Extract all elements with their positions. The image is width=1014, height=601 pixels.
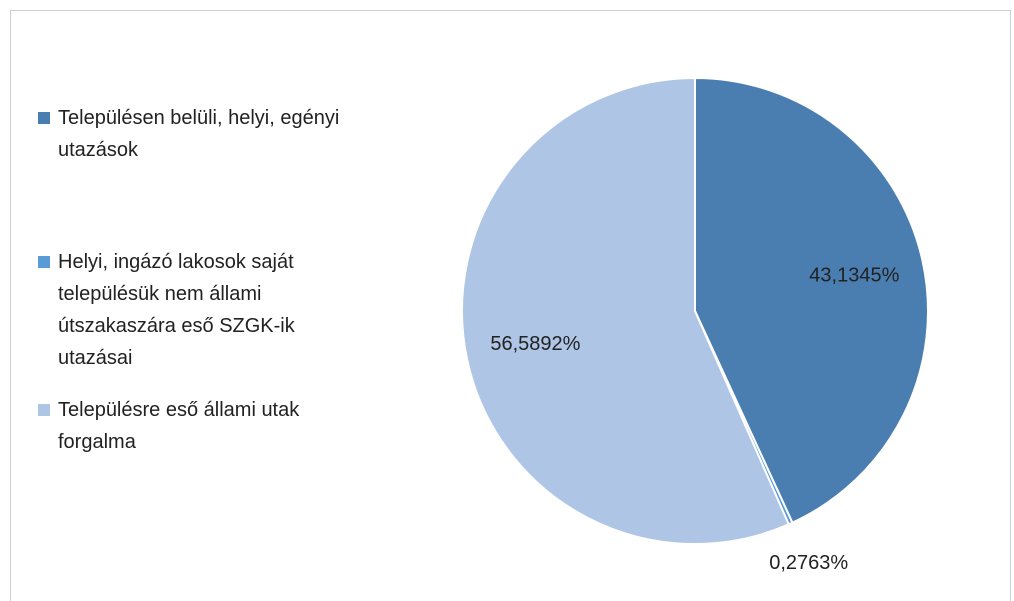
legend-swatch xyxy=(38,404,50,416)
legend-item: Településen belüli, helyi, egényi utazás… xyxy=(38,102,368,166)
data-label: 43,1345% xyxy=(809,264,899,286)
legend-label: Településre eső állami utak forgalma xyxy=(58,399,300,453)
data-label: 56,5892% xyxy=(490,333,580,355)
legend-label: Településen belüli, helyi, egényi utazás… xyxy=(58,107,340,161)
pie-slice xyxy=(694,76,930,524)
pie-slice xyxy=(461,76,791,545)
legend-swatch xyxy=(38,256,50,268)
legend-item: Településre eső állami utak forgalma xyxy=(38,394,368,458)
legend-swatch xyxy=(38,112,50,124)
legend-label: Helyi, ingázó lakosok saját településük … xyxy=(58,251,295,369)
chart-frame xyxy=(10,10,1011,601)
legend-item: Helyi, ingázó lakosok saját településük … xyxy=(38,246,368,374)
data-label: 0,2763% xyxy=(769,552,848,574)
